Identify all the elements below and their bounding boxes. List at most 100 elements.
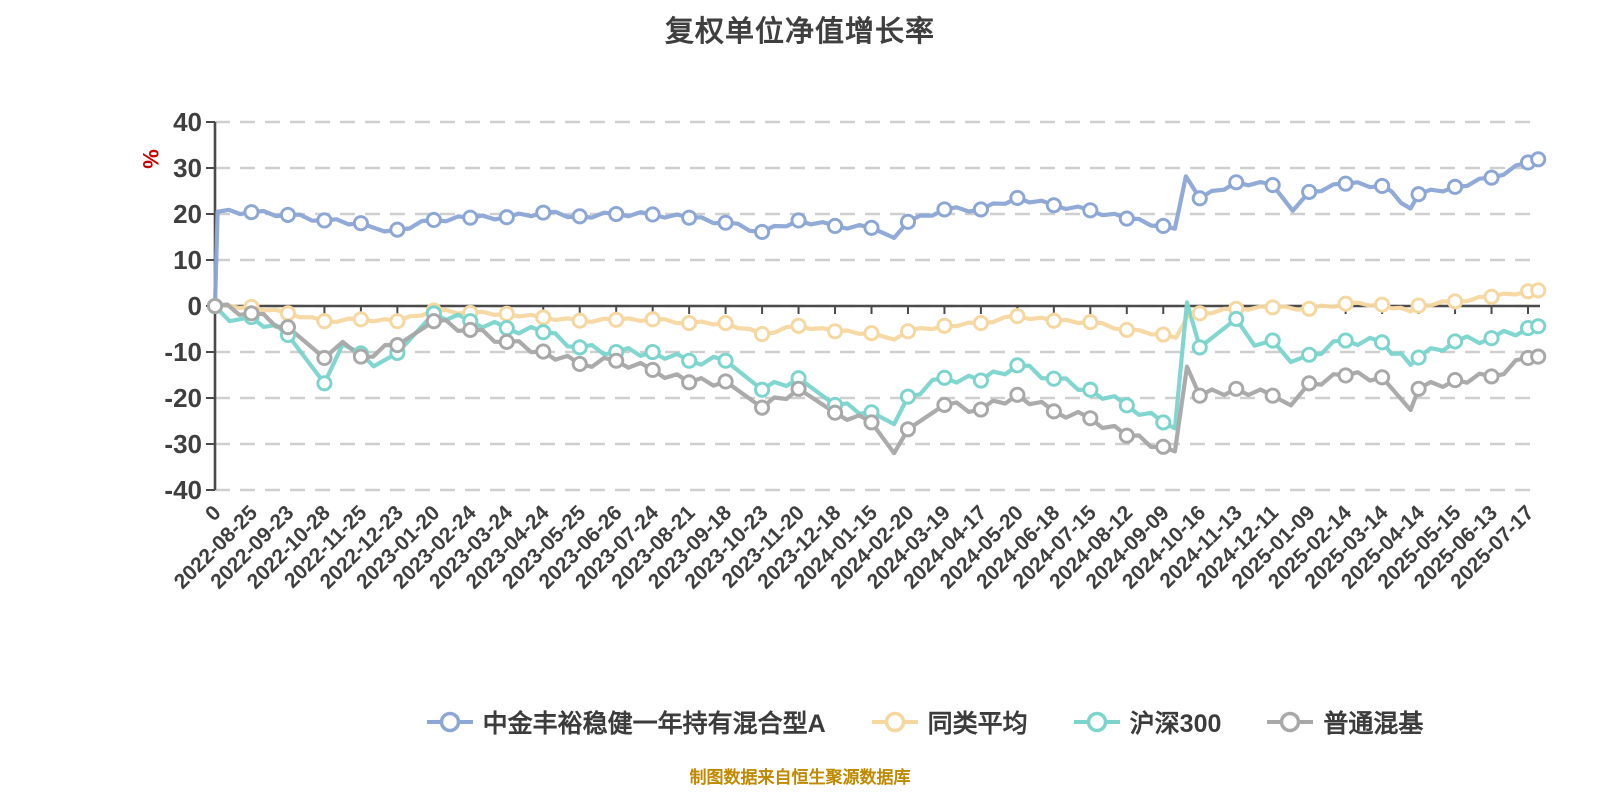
data-point-fund_a[interactable] xyxy=(462,209,479,226)
data-point-ordinary_hybrid[interactable] xyxy=(754,399,771,416)
data-point-peer_avg[interactable] xyxy=(681,314,698,332)
data-point-ordinary_hybrid[interactable] xyxy=(1410,380,1427,397)
data-point-csi300[interactable] xyxy=(899,388,917,405)
data-point-csi300[interactable] xyxy=(316,375,333,392)
data-point-peer_avg[interactable] xyxy=(972,314,989,332)
data-point-ordinary_hybrid[interactable] xyxy=(425,313,442,330)
data-point-fund_a[interactable] xyxy=(1009,189,1026,206)
data-point-csi300[interactable] xyxy=(1337,332,1354,349)
data-point-peer_avg[interactable] xyxy=(316,313,333,330)
data-point-csi300[interactable] xyxy=(681,352,698,369)
data-point-fund_a[interactable] xyxy=(425,211,442,229)
data-point-peer_avg[interactable] xyxy=(790,317,807,334)
data-point-peer_avg[interactable] xyxy=(936,317,953,334)
data-point-ordinary_hybrid[interactable] xyxy=(644,361,661,378)
data-point-ordinary_hybrid[interactable] xyxy=(1191,387,1208,404)
data-point-csi300[interactable] xyxy=(1264,332,1281,349)
data-point-ordinary_hybrid[interactable] xyxy=(1155,438,1172,455)
data-point-peer_avg[interactable] xyxy=(1483,288,1500,305)
data-point-csi300[interactable] xyxy=(1191,339,1208,356)
data-point-csi300[interactable] xyxy=(754,381,771,398)
legend-item-peer-average[interactable]: 同类平均 xyxy=(871,704,1028,740)
data-point-csi300[interactable] xyxy=(1045,370,1062,387)
data-point-ordinary_hybrid[interactable] xyxy=(899,421,917,438)
data-point-ordinary_hybrid[interactable] xyxy=(717,373,734,390)
data-point-ordinary_hybrid[interactable] xyxy=(972,401,989,418)
data-point-ordinary_hybrid[interactable] xyxy=(608,352,625,369)
data-point-peer_avg[interactable] xyxy=(279,305,296,322)
legend-item-fund-a[interactable]: 中金丰裕稳健一年持有混合型A xyxy=(426,704,826,740)
data-point-csi300[interactable] xyxy=(571,339,588,356)
data-point-peer_avg[interactable] xyxy=(1301,300,1318,317)
data-point-ordinary_hybrid[interactable] xyxy=(1082,410,1099,427)
data-point-peer_avg[interactable] xyxy=(1045,312,1062,329)
data-point-peer_avg[interactable] xyxy=(1155,326,1172,343)
data-point-peer_avg[interactable] xyxy=(571,312,588,329)
data-point-ordinary_hybrid[interactable] xyxy=(1530,348,1547,365)
data-point-fund_a[interactable] xyxy=(1045,197,1062,214)
data-point-peer_avg[interactable] xyxy=(754,326,771,343)
data-point-csi300[interactable] xyxy=(535,324,552,341)
data-point-ordinary_hybrid[interactable] xyxy=(863,414,880,431)
data-point-peer_avg[interactable] xyxy=(1337,295,1354,312)
data-point-peer_avg[interactable] xyxy=(1082,314,1099,331)
data-point-csi300[interactable] xyxy=(644,343,661,361)
data-point-fund_a[interactable] xyxy=(972,201,989,218)
data-point-peer_avg[interactable] xyxy=(1191,305,1208,322)
data-point-ordinary_hybrid[interactable] xyxy=(243,305,260,322)
data-point-peer_avg[interactable] xyxy=(644,311,661,328)
data-point-peer_avg[interactable] xyxy=(1530,282,1547,299)
data-point-fund_a[interactable] xyxy=(681,209,698,226)
data-point-fund_a[interactable] xyxy=(826,217,844,235)
data-point-csi300[interactable] xyxy=(1009,357,1026,374)
data-point-fund_a[interactable] xyxy=(717,214,734,231)
data-point-fund_a[interactable] xyxy=(754,223,771,240)
data-point-fund_a[interactable] xyxy=(1447,178,1464,195)
data-point-ordinary_hybrid[interactable] xyxy=(535,343,552,360)
data-point-csi300[interactable] xyxy=(972,372,989,389)
data-point-csi300[interactable] xyxy=(1410,349,1427,366)
data-point-fund_a[interactable] xyxy=(279,206,296,223)
data-point-peer_avg[interactable] xyxy=(535,309,552,326)
data-point-peer_avg[interactable] xyxy=(352,311,369,328)
data-point-csi300[interactable] xyxy=(1447,333,1464,350)
data-point-peer_avg[interactable] xyxy=(1118,321,1135,338)
data-point-fund_a[interactable] xyxy=(1118,210,1135,227)
data-point-ordinary_hybrid[interactable] xyxy=(279,319,296,336)
data-point-fund_a[interactable] xyxy=(1082,202,1099,219)
data-point-csi300[interactable] xyxy=(1228,310,1245,327)
data-point-ordinary_hybrid[interactable] xyxy=(1374,369,1391,386)
data-point-fund_a[interactable] xyxy=(1264,176,1281,194)
data-point-ordinary_hybrid[interactable] xyxy=(316,349,333,367)
data-point-fund_a[interactable] xyxy=(1530,151,1547,168)
data-point-csi300[interactable] xyxy=(1082,381,1099,398)
data-point-ordinary_hybrid[interactable] xyxy=(352,348,369,365)
data-point-fund_a[interactable] xyxy=(1483,169,1500,186)
data-point-csi300[interactable] xyxy=(1530,318,1547,335)
data-point-ordinary_hybrid[interactable] xyxy=(790,380,807,397)
data-point-ordinary_hybrid[interactable] xyxy=(1447,372,1464,389)
data-point-csi300[interactable] xyxy=(1155,414,1172,431)
data-point-csi300[interactable] xyxy=(936,369,953,386)
data-point-peer_avg[interactable] xyxy=(1410,297,1427,314)
data-point-ordinary_hybrid[interactable] xyxy=(1118,427,1135,444)
data-point-peer_avg[interactable] xyxy=(608,311,625,328)
data-point-fund_a[interactable] xyxy=(498,209,515,226)
data-point-fund_a[interactable] xyxy=(1337,175,1354,192)
data-point-csi300[interactable] xyxy=(1301,346,1318,363)
data-point-peer_avg[interactable] xyxy=(1264,299,1281,316)
data-point-ordinary_hybrid[interactable] xyxy=(1264,387,1281,404)
data-point-peer_avg[interactable] xyxy=(826,323,844,340)
data-point-peer_avg[interactable] xyxy=(389,313,406,330)
data-point-ordinary_hybrid[interactable] xyxy=(1009,386,1026,403)
data-point-fund_a[interactable] xyxy=(1301,183,1318,200)
data-point-fund_a[interactable] xyxy=(316,212,333,229)
data-point-ordinary_hybrid[interactable] xyxy=(571,355,588,373)
data-point-fund_a[interactable] xyxy=(352,215,369,232)
data-point-ordinary_hybrid[interactable] xyxy=(462,321,479,338)
data-point-fund_a[interactable] xyxy=(790,212,807,229)
data-point-ordinary_hybrid[interactable] xyxy=(1045,403,1062,420)
data-point-fund_a[interactable] xyxy=(571,208,588,225)
data-point-fund_a[interactable] xyxy=(1228,174,1245,191)
data-point-peer_avg[interactable] xyxy=(899,323,917,340)
